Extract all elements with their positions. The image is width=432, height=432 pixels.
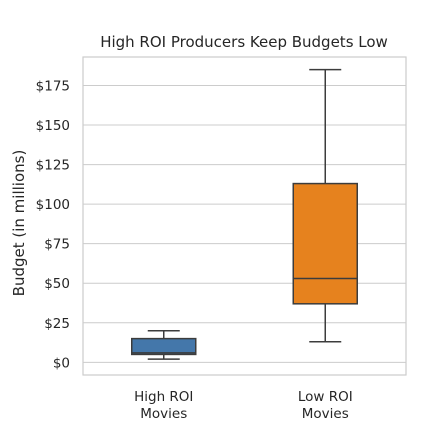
x-tick-label-line: High ROI [134,389,193,405]
x-tick-label: High ROI Movies [134,389,193,422]
x-tick-label: Low ROI Movies [298,389,353,422]
y-gridlines [83,84,406,363]
plot-frame [82,56,407,376]
y-tick-label: $0 [53,355,70,371]
y-tick-label: $175 [36,78,70,94]
x-tick-label-line: Movies [302,406,349,422]
y-axis-label: Budget (in millions) [10,150,28,297]
iqr-box [292,182,358,305]
y-tick-label: $75 [44,237,70,253]
y-tick-labels: $0 $25 $50 $75 $100 $125 $150 $175 [36,78,70,371]
iqr-box [131,337,197,356]
box-0 [131,329,197,360]
x-tick-label-line: Low ROI [298,389,353,405]
y-tick-label: $50 [44,276,70,292]
box-series [131,68,358,360]
chart-title: High ROI Producers Keep Budgets Low [100,33,388,51]
y-tick-label: $125 [36,158,70,174]
y-tick-label: $100 [36,197,70,213]
y-tick-label: $25 [44,316,70,332]
y-tick-label: $150 [36,118,70,134]
box-1 [292,68,358,343]
x-tick-label-line: Movies [140,406,187,422]
